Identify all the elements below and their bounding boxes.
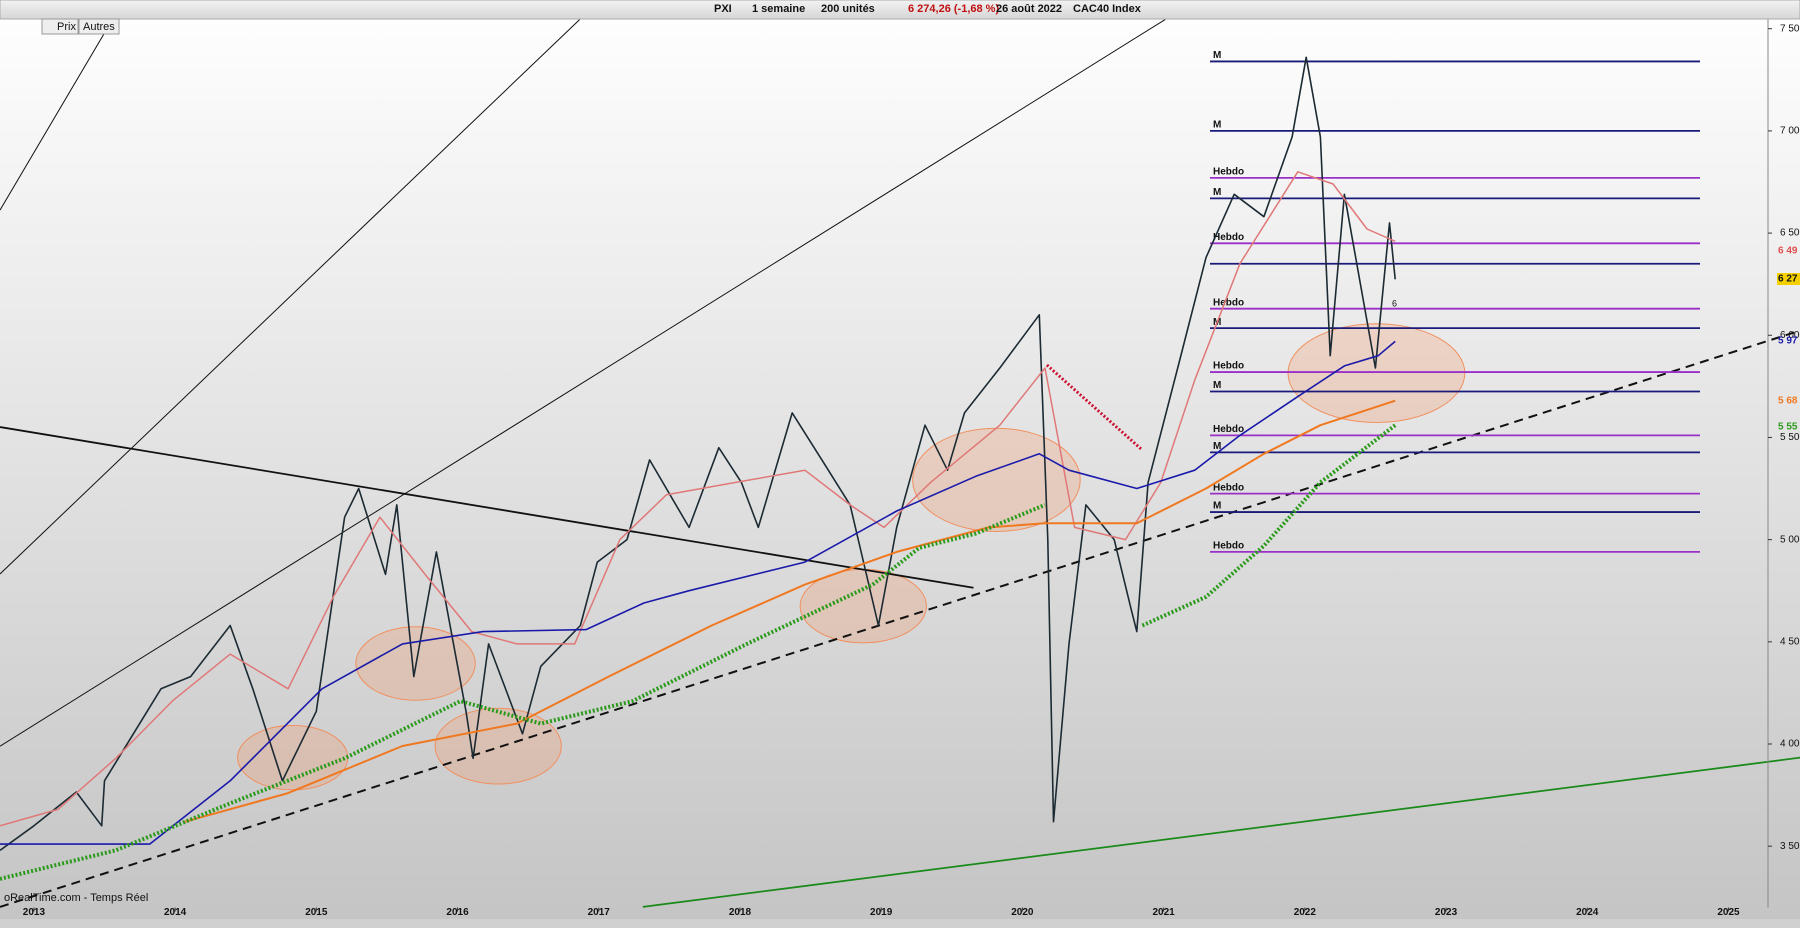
level-label: Hebdo (1213, 424, 1244, 435)
series-line (0, 56, 1396, 851)
price-tag-label: 5 97 (1778, 336, 1798, 347)
highlight-zone (434, 707, 562, 785)
button[interactable] (41, 18, 79, 35)
level-label: M (1213, 187, 1221, 198)
bottom-bar (0, 919, 1800, 928)
x-tick-label: 2023 (1435, 907, 1458, 918)
x-tick-label: 2020 (1011, 907, 1034, 918)
y-tick-label: 5 000 (1780, 534, 1800, 545)
price-tag-label: 5 68 (1778, 396, 1798, 407)
series-line (0, 503, 1046, 881)
level-label: Hebdo (1213, 482, 1244, 493)
series-line (0, 171, 1396, 827)
level-label: M (1213, 501, 1221, 512)
y-tick-label: 4 000 (1780, 739, 1800, 750)
units[interactable]: 200 unités (821, 3, 875, 15)
level-label: M (1213, 120, 1221, 131)
price-tag-label: 5 55 (1778, 422, 1798, 433)
price-tag-label: 6 27 (1778, 274, 1798, 285)
x-tick-label: 2021 (1152, 907, 1175, 918)
trend-line (0, 19, 581, 575)
x-tick-label: 2025 (1717, 907, 1740, 918)
level-label: Hebdo (1213, 297, 1244, 308)
y-tick-label: 3 500 (1780, 841, 1800, 852)
last-price: 6 274,26 (-1,68 %) (908, 3, 999, 15)
y-tick-label: 6 500 (1780, 228, 1800, 239)
date: 26 août 2022 (996, 3, 1062, 15)
trend-line (0, 25, 110, 211)
x-tick-label: 2019 (870, 907, 893, 918)
x-tick-label: 2018 (729, 907, 752, 918)
level-label: Hebdo (1213, 167, 1244, 178)
x-tick-label: 2015 (305, 907, 328, 918)
level-label: Hebdo (1213, 541, 1244, 552)
x-tick-label: 2017 (588, 907, 611, 918)
level-label: M (1213, 50, 1221, 61)
trend-line (0, 426, 974, 589)
x-tick-label: 2022 (1294, 907, 1317, 918)
y-tick-label: 5 500 (1780, 432, 1800, 443)
level-label: Hebdo (1213, 361, 1244, 372)
y-tick-label: 7 000 (1780, 126, 1800, 137)
x-tick-label: 2013 (23, 907, 46, 918)
trend-line (0, 19, 1166, 747)
series-line (184, 399, 1396, 823)
trend-line (1045, 363, 1144, 452)
highlight-zone (1287, 323, 1466, 423)
level-label: Hebdo (1213, 232, 1244, 243)
level-label: M (1213, 380, 1221, 391)
period[interactable]: 1 semaine (752, 3, 805, 15)
x-tick-label: 2014 (164, 907, 187, 918)
toolbar (0, 0, 1800, 20)
button-label[interactable]: Prix (57, 21, 76, 33)
annotation: 6 (1392, 298, 1397, 308)
highlight-zone (912, 427, 1081, 533)
level-label: M (1213, 441, 1221, 452)
y-tick-label: 7 500 (1780, 23, 1800, 34)
x-tick-label: 2016 (446, 907, 469, 918)
x-tick-label: 2024 (1576, 907, 1599, 918)
series-line (0, 340, 1396, 845)
button[interactable] (78, 18, 120, 35)
symbol[interactable]: PXI (714, 3, 732, 15)
instrument: CAC40 Index (1073, 3, 1142, 15)
button-label[interactable]: Autres (83, 21, 115, 33)
price-tag-label: 6 49 (1778, 246, 1798, 257)
y-tick-label: 6 000 (1780, 330, 1800, 341)
price-tag (1777, 273, 1800, 285)
trend-line (642, 756, 1800, 908)
y-tick-label: 4 500 (1780, 636, 1800, 647)
watermark: oRealTime.com - Temps Réel (4, 892, 148, 904)
plot-area: MMHebdoMHebdoHebdoMHebdoMHebdoMHebdoMHeb… (0, 18, 1800, 918)
